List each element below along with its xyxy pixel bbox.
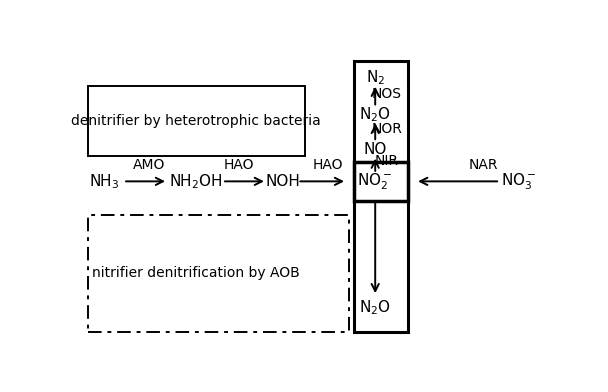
Text: N$_2$: N$_2$: [365, 68, 385, 87]
Text: NO$_2^-$: NO$_2^-$: [358, 171, 393, 192]
Text: NOS: NOS: [372, 87, 402, 102]
Bar: [354, 61, 408, 332]
Text: NOH: NOH: [266, 174, 301, 189]
Text: NO$_3^-$: NO$_3^-$: [501, 171, 537, 192]
Text: NH$_2$OH: NH$_2$OH: [169, 172, 223, 191]
Text: N$_2$O: N$_2$O: [359, 299, 391, 318]
Text: denitrifier by heterotrophic bacteria: denitrifier by heterotrophic bacteria: [71, 114, 321, 128]
Bar: [88, 86, 305, 156]
Text: NOR: NOR: [371, 122, 402, 136]
Text: NH$_3$: NH$_3$: [89, 172, 120, 191]
Bar: [354, 162, 408, 201]
Text: N$_2$O: N$_2$O: [359, 105, 391, 124]
Text: NIR: NIR: [375, 154, 399, 168]
Text: nitrifier denitrification by AOB: nitrifier denitrification by AOB: [92, 267, 300, 280]
Text: HAO: HAO: [313, 158, 344, 172]
Bar: [88, 214, 349, 332]
Text: NO: NO: [364, 142, 387, 157]
Text: AMO: AMO: [133, 158, 165, 172]
Text: NAR: NAR: [469, 158, 499, 172]
Text: HAO: HAO: [223, 158, 254, 172]
